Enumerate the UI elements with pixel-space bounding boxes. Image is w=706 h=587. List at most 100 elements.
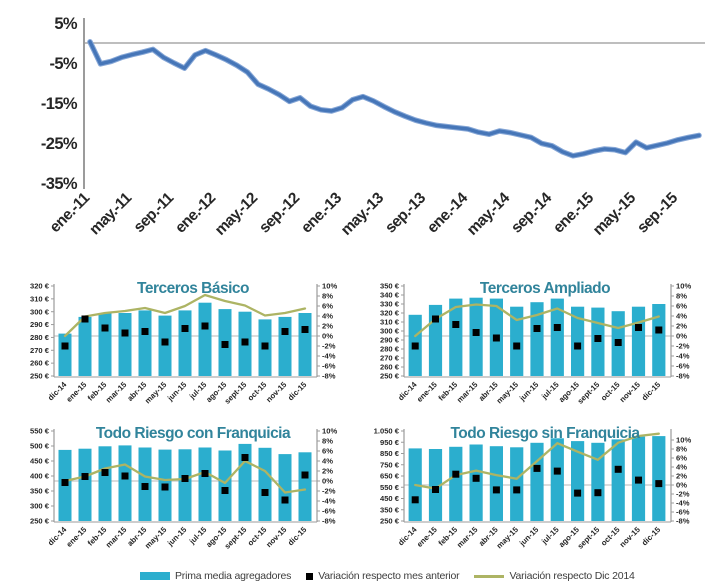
- left-axis-tick-label: 250 €: [30, 517, 50, 526]
- month-variation-marker: [301, 471, 309, 479]
- premium-bar: [550, 298, 564, 376]
- series-line: [88, 40, 701, 158]
- month-variation-marker: [201, 470, 209, 477]
- left-axis-tick-label: 280 €: [30, 333, 50, 342]
- main-evolution-line-chart: 5%-5%-15%-25%-35%ene.-11may.-11sep.-11en…: [41, 15, 705, 239]
- variation-vs-dec2014-line: [414, 303, 660, 338]
- month-variation-marker: [635, 324, 642, 331]
- month-variation-marker: [81, 473, 89, 480]
- category-tick-label: mar-15: [455, 380, 480, 405]
- left-axis-tick-label: 330 €: [380, 300, 400, 309]
- month-variation-marker: [101, 469, 109, 476]
- month-variation-marker: [141, 483, 149, 490]
- month-variation-marker: [472, 474, 480, 482]
- chart-title: Todo Riesgo con Franquicia: [96, 425, 291, 442]
- category-tick-label: dic-15: [286, 380, 309, 403]
- month-variation-marker: [655, 480, 663, 488]
- category-tick-label: nov-15: [264, 525, 289, 550]
- left-axis-tick-label: 300 €: [30, 307, 50, 316]
- category-tick-label: may-15: [143, 525, 169, 551]
- x-axis-tick-label: may.-12: [212, 190, 261, 239]
- left-axis-tick-label: 300 €: [30, 502, 50, 511]
- premium-bar: [58, 333, 72, 376]
- category-tick-label: dic-15: [286, 525, 309, 548]
- month-variation-marker: [472, 329, 480, 336]
- premium-bar: [469, 444, 483, 521]
- month-variation-marker: [553, 324, 561, 331]
- month-variation-marker: [411, 496, 419, 504]
- category-tick-label: jun-15: [517, 380, 541, 404]
- category-tick-label: sept-15: [576, 380, 602, 406]
- chart-terceros-basico: 320 € 310 € 300 € 290 € 280 € 270 € 260 € 250 €…: [30, 280, 337, 406]
- left-axis-tick-label: 950 €: [380, 438, 400, 447]
- line-swatch-icon: [474, 574, 505, 578]
- left-axis-tick-label: 290 €: [30, 320, 50, 329]
- category-tick-label: dic-15: [640, 525, 663, 548]
- right-axis-tick-label: -6%: [322, 362, 336, 371]
- right-axis-tick-label: 0%: [676, 481, 687, 490]
- right-axis-tick-label: -8%: [676, 372, 690, 381]
- premium-bar: [278, 454, 292, 521]
- chart-title: Todo Riesgo sin Franquicia: [450, 425, 640, 442]
- premium-bar: [652, 436, 666, 521]
- right-axis-tick-label: -2%: [322, 487, 336, 496]
- left-axis-tick-label: 350 €: [380, 282, 400, 291]
- month-variation-marker: [533, 464, 541, 472]
- premium-bar: [118, 445, 132, 521]
- left-axis-tick-label: 750 €: [380, 460, 400, 469]
- month-variation-marker: [492, 486, 500, 494]
- left-axis-tick-label: 250 €: [380, 517, 400, 526]
- right-axis-tick-label: 0%: [322, 332, 333, 341]
- premium-bar: [449, 298, 463, 376]
- left-axis-tick-label: 270 €: [380, 354, 400, 363]
- legend: Prima media agregadores Variación respec…: [140, 569, 635, 583]
- premium-bar: [298, 313, 312, 376]
- left-axis-tick-label: 320 €: [30, 282, 50, 291]
- premium-bar: [652, 304, 666, 376]
- right-axis-tick-label: -4%: [322, 352, 336, 361]
- right-axis-tick-label: -2%: [322, 342, 336, 351]
- legend-item-variacion-dic2014: Variación respecto Dic 2014: [474, 570, 635, 582]
- right-axis-tick-label: 4%: [322, 457, 333, 466]
- premium-bar: [469, 297, 483, 376]
- month-variation-marker: [81, 315, 89, 323]
- right-axis-tick-label: -6%: [676, 508, 690, 517]
- right-axis-tick-label: -6%: [676, 362, 690, 371]
- month-variation-marker: [574, 342, 582, 350]
- month-variation-marker: [574, 489, 582, 497]
- month-variation-marker: [281, 496, 289, 504]
- left-axis-tick-label: 250 €: [30, 372, 50, 381]
- month-variation-marker: [141, 328, 149, 335]
- y-axis-tick-label: -35%: [41, 175, 78, 193]
- right-axis-tick-label: 6%: [676, 454, 687, 463]
- right-axis-tick-label: -2%: [676, 490, 690, 499]
- x-axis-tick-label: may.-13: [338, 189, 388, 239]
- x-axis-tick-label: sep.-12: [256, 190, 303, 237]
- left-axis-tick-label: 300 €: [380, 327, 400, 336]
- premium-bar: [530, 442, 544, 521]
- month-variation-marker: [241, 338, 249, 346]
- left-axis-tick-label: 270 €: [30, 346, 50, 355]
- left-axis-tick-label: 400 €: [30, 472, 50, 481]
- month-variation-marker: [614, 339, 622, 346]
- right-axis-tick-label: 10%: [322, 427, 337, 436]
- month-variation-marker: [101, 324, 109, 332]
- category-tick-label: may-15: [143, 380, 169, 406]
- month-variation-marker: [261, 342, 269, 350]
- x-axis-tick-label: ene.-11: [47, 189, 94, 236]
- right-axis-tick-label: 8%: [676, 292, 687, 301]
- month-variation-marker: [201, 322, 209, 330]
- category-tick-label: ene-15: [415, 525, 439, 549]
- right-axis-tick-label: -4%: [676, 499, 690, 508]
- category-tick-label: jun-15: [517, 525, 541, 549]
- premium-bar: [428, 449, 443, 521]
- month-variation-marker: [281, 328, 289, 335]
- premium-bar: [78, 448, 92, 521]
- left-axis-tick-label: 1.050 €: [374, 427, 400, 436]
- right-axis-tick-label: 4%: [676, 312, 687, 321]
- category-tick-label: nov-15: [618, 380, 643, 405]
- left-axis-tick-label: 550 €: [30, 427, 50, 436]
- month-variation-marker: [614, 465, 622, 473]
- square-swatch-icon: [306, 572, 314, 580]
